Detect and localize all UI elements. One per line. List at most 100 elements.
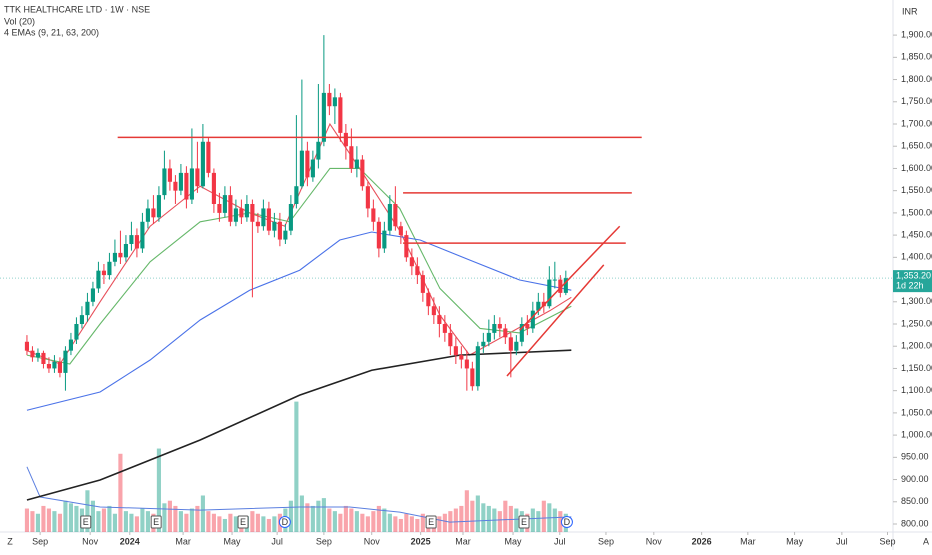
candle-body [272, 221, 277, 231]
candle-body [162, 168, 167, 196]
volume-bar [409, 516, 414, 532]
volume-bar [398, 518, 403, 532]
y-tick-label: 1,250.00 [901, 318, 932, 328]
y-tick-label: 950.00 [901, 452, 929, 462]
y-tick-label: 900.00 [901, 474, 929, 484]
volume-bar [404, 513, 409, 532]
candle-body [470, 368, 475, 387]
event-label: E [153, 517, 159, 527]
volume-bar [30, 511, 35, 532]
x-tick-label: Nov [82, 536, 99, 546]
volume-bar [294, 401, 299, 532]
volume-bar [63, 500, 68, 532]
event-marker [560, 516, 573, 528]
volume-bar [354, 511, 359, 532]
event-label: D [282, 517, 289, 527]
event-marker [278, 516, 291, 528]
candle-body [387, 204, 392, 231]
y-tick-label: 1,300.00 [901, 296, 932, 306]
volume-bar [211, 513, 216, 532]
x-tick-label: Nov [646, 536, 663, 546]
volume-bar [178, 511, 183, 532]
candle-body [547, 279, 552, 307]
candle-body [305, 150, 310, 178]
candle-body [453, 346, 458, 356]
candle-body [217, 204, 222, 213]
volume-bar [90, 500, 95, 532]
event-marker [237, 515, 249, 529]
candle-body [41, 352, 46, 364]
candle-body [129, 235, 134, 244]
volume-bar [156, 448, 161, 532]
candle-body [404, 235, 409, 258]
candle-body [393, 204, 398, 227]
candle-body [134, 235, 139, 249]
candle-body [250, 204, 255, 222]
candle-body [459, 355, 464, 360]
y-tick-label: 1,450.00 [901, 229, 932, 239]
candle-body [294, 186, 299, 204]
candle-body [310, 159, 315, 178]
candle-body [112, 252, 117, 262]
volume-bar [558, 511, 563, 532]
volume-bar [481, 503, 486, 532]
volume-bar [393, 516, 398, 532]
y-tick-label: 1,000.00 [901, 429, 932, 439]
corner-left[interactable]: Z [7, 536, 13, 546]
volume-bar [415, 518, 420, 532]
candle-body [52, 361, 57, 369]
volume-bar [118, 453, 123, 532]
candle-body [145, 208, 150, 222]
y-tick-label: 1,400.00 [901, 252, 932, 262]
volume-bar [437, 516, 442, 532]
volume-bar [552, 508, 557, 532]
volume-bar [35, 513, 41, 532]
y-tick-label: 1,150.00 [901, 363, 932, 373]
volume-bar [41, 505, 46, 532]
volume-bar [68, 503, 73, 532]
volume-bar [255, 513, 260, 532]
x-tick-label: Sep [598, 536, 614, 546]
trend-line [519, 225, 621, 331]
volume-bar [464, 490, 469, 532]
candle-body [371, 208, 376, 222]
volume-bar [327, 508, 332, 532]
volume-bar [167, 500, 172, 532]
candle-body [431, 306, 436, 316]
x-tick-label: Sep [32, 536, 48, 546]
candle-body [173, 181, 178, 191]
candle-body [503, 328, 508, 338]
candle-body [420, 275, 425, 293]
candle-body [228, 195, 233, 222]
candle-body [184, 172, 189, 200]
y-tick-label: 1,050.00 [901, 407, 932, 417]
volume-bar [508, 505, 513, 532]
candle-body [343, 132, 348, 147]
candle-body [563, 278, 568, 293]
candle-body [211, 172, 216, 204]
candle-body [46, 364, 52, 369]
ema-line [26, 231, 572, 411]
price-label: 1,353.20 [896, 271, 931, 281]
volume-bar [184, 513, 189, 532]
candle-body [239, 208, 244, 218]
candle-body [90, 288, 95, 302]
corner-right[interactable]: A [923, 536, 929, 546]
candle-body [30, 350, 35, 358]
volume-bar [96, 511, 101, 532]
candle-body [200, 141, 205, 187]
volume-label: Vol (20) [4, 16, 35, 26]
candle-body [552, 279, 557, 281]
volume-bar [200, 495, 205, 532]
volume-bar [365, 516, 370, 532]
volume-bar [470, 500, 475, 532]
candle-body [354, 159, 359, 169]
candle-body [107, 261, 112, 276]
volume-bar [266, 518, 271, 532]
volume-bar [101, 508, 106, 532]
volume-bar [420, 513, 425, 532]
x-tick-label: Nov [364, 536, 381, 546]
candle-body [398, 226, 403, 236]
volume-bar [514, 508, 519, 532]
volume-bar [360, 513, 365, 532]
